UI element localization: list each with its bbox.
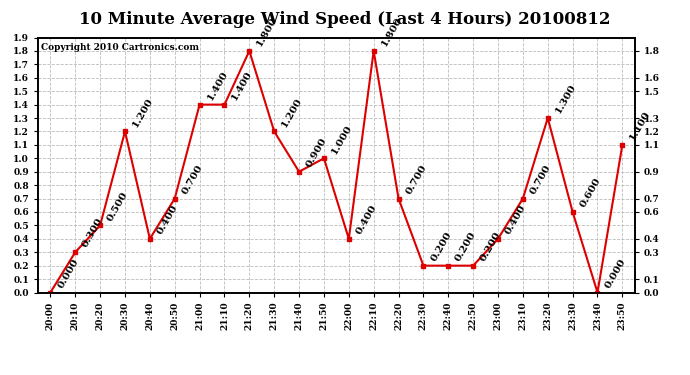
Text: 1.800: 1.800 [380, 15, 404, 48]
Text: 1.100: 1.100 [628, 109, 652, 142]
Text: 0.400: 0.400 [355, 203, 379, 236]
Text: 0.300: 0.300 [81, 217, 105, 249]
Text: 1.300: 1.300 [553, 82, 578, 115]
Text: 0.200: 0.200 [429, 230, 453, 263]
Text: 1.200: 1.200 [130, 96, 155, 129]
Text: Copyright 2010 Cartronics.com: Copyright 2010 Cartronics.com [41, 43, 199, 52]
Text: 0.700: 0.700 [529, 163, 553, 196]
Text: 0.600: 0.600 [578, 176, 602, 209]
Text: 0.000: 0.000 [603, 257, 627, 290]
Text: 0.400: 0.400 [155, 203, 179, 236]
Text: 10 Minute Average Wind Speed (Last 4 Hours) 20100812: 10 Minute Average Wind Speed (Last 4 Hou… [79, 11, 611, 28]
Text: 1.000: 1.000 [330, 123, 354, 156]
Text: 0.900: 0.900 [304, 136, 328, 169]
Text: 1.400: 1.400 [230, 69, 254, 102]
Text: 0.700: 0.700 [404, 163, 428, 196]
Text: 0.000: 0.000 [56, 257, 80, 290]
Text: 0.400: 0.400 [504, 203, 528, 236]
Text: 1.200: 1.200 [279, 96, 304, 129]
Text: 1.800: 1.800 [255, 15, 279, 48]
Text: 0.200: 0.200 [479, 230, 503, 263]
Text: 1.400: 1.400 [205, 69, 229, 102]
Text: 0.500: 0.500 [106, 190, 130, 223]
Text: 0.200: 0.200 [454, 230, 478, 263]
Text: 0.700: 0.700 [180, 163, 204, 196]
